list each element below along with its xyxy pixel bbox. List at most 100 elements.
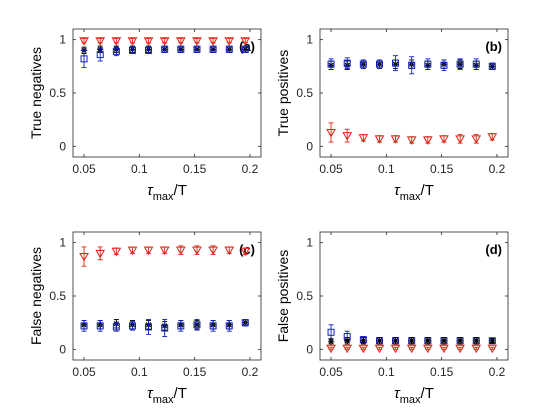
- data-point-triangle: [406, 344, 417, 354]
- x-tick-label: 0.05: [72, 162, 96, 176]
- x-tick-label: 0.05: [319, 365, 343, 379]
- y-axis-label: False negatives: [28, 247, 44, 345]
- data-point-square: [408, 61, 416, 69]
- data-point-square: [225, 322, 233, 330]
- data-point-triangle: [224, 37, 235, 46]
- x-axis-label: τmax/T: [394, 182, 434, 203]
- x-tick-label: 0.2: [489, 162, 506, 176]
- y-tick-label: 0.5: [296, 289, 313, 303]
- data-point-square: [424, 60, 432, 68]
- data-point-square: [488, 62, 496, 70]
- series-square: [327, 55, 496, 75]
- series-triangle-down: [326, 122, 498, 145]
- y-axis-label: False positives: [275, 250, 291, 343]
- data-point-square: [375, 60, 383, 68]
- data-point-triangle: [159, 246, 170, 256]
- data-point-triangle: [192, 246, 202, 256]
- data-point-star: [360, 337, 367, 344]
- data-point-triangle: [175, 37, 186, 46]
- data-point-triangle: [471, 135, 482, 144]
- y-tick-label: 0: [306, 342, 313, 356]
- x-axis-label-subscript: max: [400, 394, 421, 406]
- data-point-star: [376, 337, 383, 344]
- x-tick-label: 0.2: [489, 365, 506, 379]
- series-triangle-down: [79, 245, 251, 267]
- panel-label: (d): [485, 242, 502, 257]
- series-triangle-down: [326, 344, 498, 354]
- data-point-square: [456, 60, 464, 68]
- data-point-square: [359, 60, 367, 68]
- x-tick-label: 0.2: [242, 365, 259, 379]
- panel-c: 0.05 0.1 0.15 0.2 0 0.5 1 False negatives τmax/T…: [28, 231, 262, 406]
- data-point-star: [489, 337, 496, 344]
- data-point-square: [161, 324, 169, 332]
- data-point-triangle: [159, 37, 170, 46]
- x-tick-label: 0.1: [378, 365, 395, 379]
- y-tick-label: 0.5: [49, 86, 66, 100]
- y-tick-label: 0: [59, 342, 66, 356]
- data-point-star: [424, 337, 432, 344]
- x-tick-label: 0.2: [242, 162, 259, 176]
- x-tick-label: 0.15: [183, 162, 207, 176]
- data-point-square: [80, 55, 88, 63]
- data-point-triangle: [240, 37, 251, 46]
- data-point-triangle: [422, 136, 433, 145]
- data-point-triangle: [208, 37, 218, 46]
- y-tick-label: 1: [306, 236, 313, 250]
- data-point-square: [225, 45, 233, 53]
- x-tick-label: 0.05: [72, 365, 96, 379]
- x-axis-label: τmax/T: [394, 385, 434, 406]
- data-point-square: [145, 46, 153, 54]
- x-tick-label: 0.15: [183, 365, 207, 379]
- y-tick-label: 1: [306, 33, 313, 47]
- data-point-square: [177, 45, 185, 53]
- data-point-triangle: [95, 249, 106, 259]
- data-point-square: [193, 321, 201, 329]
- x-axis-label-subscript: max: [400, 191, 421, 203]
- x-axis-label-tail: /T: [174, 182, 187, 199]
- data-point-star: [440, 337, 448, 344]
- data-point-triangle: [439, 135, 449, 144]
- data-point-star: [392, 337, 399, 344]
- data-point-square: [128, 322, 136, 330]
- data-point-square: [193, 45, 201, 53]
- x-axis-label: τmax/T: [147, 182, 187, 203]
- x-axis-label-symbol: τ: [147, 385, 154, 402]
- x-axis-label-tail: /T: [421, 182, 434, 199]
- y-tick-label: 0.5: [49, 289, 66, 303]
- data-point-square: [343, 59, 351, 67]
- panel-label: (b): [485, 39, 502, 54]
- data-point-triangle: [79, 253, 89, 262]
- data-point-triangle: [358, 134, 369, 143]
- x-axis-label-subscript: max: [153, 394, 174, 406]
- x-axis-label-tail: /T: [174, 385, 187, 402]
- data-point-triangle: [175, 246, 186, 256]
- data-point-triangle: [487, 133, 498, 142]
- data-point-triangle: [143, 37, 154, 46]
- x-tick-label: 0.1: [378, 162, 395, 176]
- data-point-square: [209, 45, 217, 53]
- data-point-square: [145, 323, 153, 331]
- series-square: [80, 319, 249, 337]
- x-tick-label: 0.1: [131, 162, 148, 176]
- data-point-star: [408, 337, 415, 344]
- data-point-triangle: [455, 344, 465, 354]
- x-axis-label-symbol: τ: [394, 385, 401, 402]
- data-point-triangle: [422, 344, 433, 354]
- y-tick-label: 1: [59, 33, 66, 47]
- data-point-square: [96, 322, 104, 330]
- data-point-square: [112, 323, 120, 331]
- data-point-triangle: [95, 37, 106, 46]
- data-point-triangle: [192, 37, 202, 46]
- x-axis-label: τmax/T: [147, 385, 187, 406]
- data-point-triangle: [208, 246, 218, 256]
- x-tick-label: 0.15: [430, 162, 454, 176]
- x-axis-label-symbol: τ: [394, 182, 401, 199]
- y-tick-label: 0.5: [296, 86, 313, 100]
- data-point-triangle: [390, 344, 401, 354]
- data-point-square: [392, 59, 400, 67]
- x-tick-label: 0.05: [319, 162, 343, 176]
- data-point-square: [440, 61, 448, 69]
